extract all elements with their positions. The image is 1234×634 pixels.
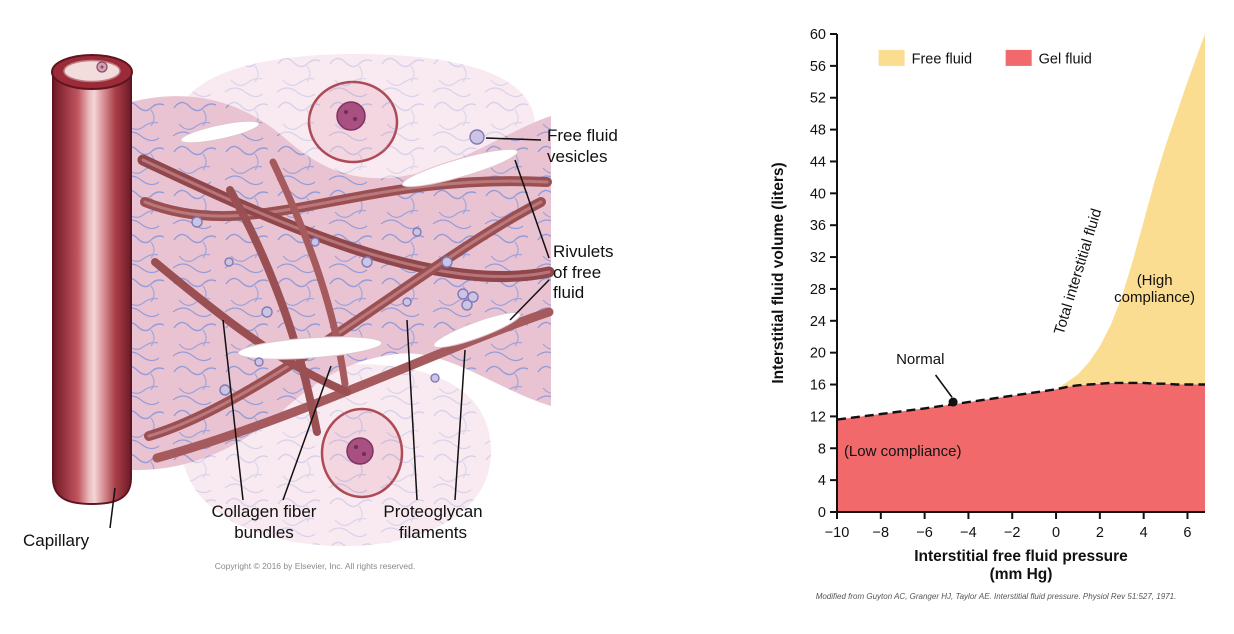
x-axis-title: Interstitial free fluid pressure <box>914 548 1128 565</box>
gel-fluid-area <box>837 382 1205 512</box>
y-tick-label: 12 <box>810 409 826 425</box>
label-proteoglycan-filaments: Proteoglycan filaments <box>383 502 483 542</box>
cell-nucleus <box>346 437 374 465</box>
y-tick-label: 8 <box>818 441 826 457</box>
capillary-illustration <box>51 54 133 506</box>
y-tick-label: 32 <box>810 250 826 266</box>
y-tick-label: 56 <box>810 59 826 75</box>
interstitium-illustration <box>51 54 555 546</box>
rivulets-of-free-fluid <box>180 120 521 360</box>
annotation-high-compliance: (High compliance) <box>1114 272 1195 306</box>
x-tick-label: 6 <box>1183 525 1191 541</box>
free-fluid-vesicles <box>191 129 485 396</box>
x-axis-unit: (mm Hg) <box>990 566 1053 583</box>
left-panel: Capillary Free fluid vesicles Rivulets o… <box>15 10 655 620</box>
y-tick-label: 20 <box>810 346 826 362</box>
legend-swatch-0 <box>878 49 905 66</box>
annotation-dot-normal <box>948 397 958 407</box>
right-panel: 0 4 8 12 16 20 24 28 32 36 40 44 48 52 56 60 −10 −8 −6 −4 −2… <box>765 12 1234 601</box>
interstitium-band <box>131 96 551 471</box>
x-tick-label: −10 <box>825 525 850 541</box>
label-free-fluid-vesicles: Free fluid vesicles <box>547 126 618 166</box>
y-tick-label: 48 <box>810 123 826 139</box>
tissue-cells <box>307 80 404 499</box>
label-capillary: Capillary <box>23 531 90 550</box>
y-tick-label: 60 <box>810 27 826 43</box>
x-tick-label: 0 <box>1052 525 1060 541</box>
copyright-text: Copyright © 2016 by Elsevier, Inc. All r… <box>214 561 416 571</box>
free-fluid-area <box>837 34 1205 420</box>
gel-boundary-dashed-line <box>836 381 1205 421</box>
x-tick-label: −2 <box>1004 525 1021 541</box>
annotation-low-compliance: (Low compliance) <box>844 443 962 460</box>
cell-nucleus <box>336 101 366 131</box>
y-tick-label: 40 <box>810 186 826 202</box>
y-tick-label: 28 <box>810 282 826 298</box>
x-tick-label: −8 <box>873 525 890 541</box>
x-tick-label: 2 <box>1096 525 1104 541</box>
x-tick-label: −4 <box>960 525 977 541</box>
y-tick-label: 24 <box>810 314 826 330</box>
legend-label-1: Gel fluid <box>1039 51 1092 67</box>
annotation-normal: Normal <box>896 351 944 368</box>
y-tick-label: 0 <box>818 505 826 521</box>
y-tick-label: 52 <box>810 91 826 107</box>
capillary-lumen <box>63 59 121 83</box>
y-tick-label: 16 <box>810 378 826 394</box>
annotation-pointer-normal <box>934 374 953 398</box>
label-collagen-fiber-bundles: Collagen fiber bundles <box>211 502 317 542</box>
chart-citation: Modified from Guyton AC, Granger HJ, Tay… <box>815 592 1177 601</box>
pointer-lines <box>109 137 550 529</box>
legend-label-0: Free fluid <box>912 51 972 67</box>
proteoglycan-filaments-mesh <box>131 96 551 471</box>
y-axis-title: Interstitial fluid volume (liters) <box>770 162 787 383</box>
x-tick-label: −6 <box>916 525 933 541</box>
y-tick-label: 44 <box>810 154 826 170</box>
x-tick-label: 4 <box>1140 525 1148 541</box>
label-rivulets-of-free-fluid: Rivulets of free fluid <box>553 242 614 303</box>
annotation-total-interstitial-fluid: Total interstitial fluid <box>1051 207 1106 337</box>
legend-swatch-1 <box>1005 49 1032 66</box>
y-tick-label: 4 <box>818 473 826 489</box>
collagen-fiber-bundles <box>137 154 555 463</box>
y-tick-label: 36 <box>810 218 826 234</box>
